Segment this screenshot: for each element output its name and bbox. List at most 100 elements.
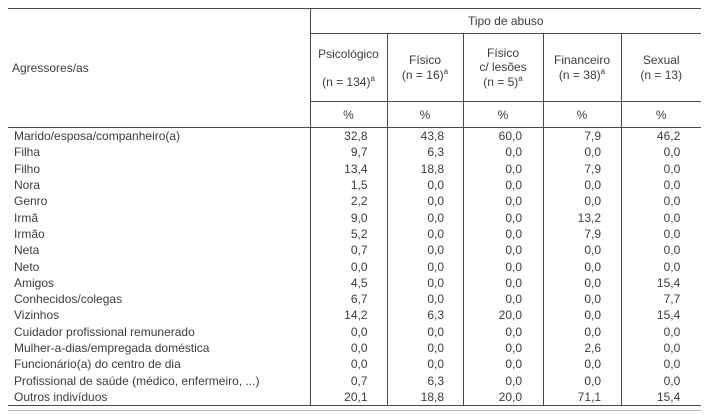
percent-value: 0,0 bbox=[663, 259, 681, 274]
row-label: Nora bbox=[14, 178, 41, 193]
value-cell: 0,0 bbox=[462, 323, 543, 340]
value-cell: 0,0 bbox=[620, 144, 702, 161]
row-label: Neta bbox=[14, 243, 40, 258]
percent-value: 0,0 bbox=[663, 210, 681, 225]
value-cell: 20,1 bbox=[309, 388, 387, 406]
percent-value: 0,0 bbox=[427, 243, 444, 258]
row-label: Filha bbox=[14, 145, 41, 160]
value-cell: 0,0 bbox=[386, 339, 463, 357]
value-cell: 4,5 bbox=[309, 274, 387, 291]
unit-label: % bbox=[309, 101, 387, 128]
row-label: Mulher-a-dias/empregada doméstica bbox=[14, 341, 210, 355]
percent-value: 0,0 bbox=[427, 341, 444, 355]
value-cell: 0,0 bbox=[542, 372, 621, 389]
value-cell: 0,0 bbox=[309, 356, 387, 373]
percent-value: 0,0 bbox=[663, 145, 681, 160]
percent-value: 6,3 bbox=[427, 308, 444, 323]
value-cell: 0,0 bbox=[386, 323, 463, 340]
value-cell: 0,0 bbox=[542, 144, 621, 161]
percent-value: 0,0 bbox=[663, 161, 681, 176]
percent-value: 71,1 bbox=[577, 389, 601, 404]
column-group-title: Tipo de abuso bbox=[309, 8, 702, 34]
column-n-count: (n = 38)a bbox=[558, 67, 606, 83]
row-label: Genro bbox=[14, 194, 48, 209]
value-cell: 46,2 bbox=[620, 127, 702, 145]
column-header: Físico c/ lesões (n = 5)a bbox=[462, 33, 543, 102]
table-row: Marido/esposa/companheiro(a) 32,8 43,8 60,0… bbox=[8, 127, 702, 145]
value-cell: 0,0 bbox=[542, 176, 621, 194]
percent-value: 0,0 bbox=[505, 145, 522, 160]
value-cell: 0,0 bbox=[462, 290, 543, 308]
table-row: Vizinhos 14,2 6,3 20,0 0,0 15,4 bbox=[8, 307, 702, 324]
percent-value: 0,0 bbox=[427, 226, 444, 241]
table-row: Filha 9,7 6,3 0,0 0,0 0,0 bbox=[8, 144, 702, 161]
value-cell: 0,0 bbox=[462, 144, 543, 161]
value-cell: 20,0 bbox=[462, 307, 543, 324]
value-cell: 0,0 bbox=[620, 242, 702, 259]
row-label: Irmão bbox=[14, 226, 45, 241]
percent-value: 9,7 bbox=[350, 145, 368, 160]
percent-value: 15,4 bbox=[656, 275, 681, 290]
value-cell: 9,7 bbox=[309, 144, 387, 161]
value-cell: 0,0 bbox=[462, 258, 543, 275]
percent-value: 46,2 bbox=[656, 129, 681, 144]
percent-value: 0,0 bbox=[427, 210, 444, 225]
table-row: Genro 2,2 0,0 0,0 0,0 0,0 bbox=[8, 193, 702, 210]
value-cell: 0,0 bbox=[462, 225, 543, 243]
percent-value: 0,0 bbox=[663, 226, 681, 241]
footnote-marker: a bbox=[370, 73, 375, 83]
percent-value: 0,0 bbox=[584, 275, 601, 290]
unit-label: % bbox=[620, 101, 702, 128]
table-row: Conhecidos/colegas 6,7 0,0 0,0 0,0 7,7 bbox=[8, 290, 702, 308]
percent-value: 0,0 bbox=[584, 145, 601, 160]
value-cell: 0,7 bbox=[309, 372, 387, 389]
value-cell: 15,4 bbox=[620, 307, 702, 324]
value-cell: 0,0 bbox=[542, 323, 621, 340]
row-label: Profissional de saúde (médico, enfermeir… bbox=[14, 373, 260, 388]
percent-value: 13,4 bbox=[344, 161, 368, 176]
percent-value: 0,0 bbox=[584, 308, 601, 323]
value-cell: 43,8 bbox=[386, 127, 463, 145]
percent-value: 0,0 bbox=[505, 373, 522, 388]
percent-value: 2,6 bbox=[584, 341, 601, 355]
row-label: Funcionário(a) do centro de dia bbox=[14, 357, 181, 372]
value-cell: 18,8 bbox=[386, 388, 463, 406]
percent-value: 0,0 bbox=[663, 243, 681, 258]
value-cell: 0,0 bbox=[620, 193, 702, 210]
row-header-title: Agressores/as bbox=[8, 8, 310, 128]
value-cell: 7,9 bbox=[542, 127, 621, 145]
value-cell: 15,4 bbox=[620, 388, 702, 406]
column-header: Psicológico (n = 134)a bbox=[309, 33, 387, 102]
value-cell: 0,7 bbox=[309, 242, 387, 259]
percent-value: 0,0 bbox=[584, 178, 601, 193]
value-cell: 0,0 bbox=[462, 372, 543, 389]
percent-value: 9,0 bbox=[350, 210, 368, 225]
value-cell: 0,0 bbox=[462, 274, 543, 291]
percent-value: 20,0 bbox=[498, 308, 522, 323]
percent-value: 14,2 bbox=[344, 308, 368, 323]
percent-value: 0,0 bbox=[350, 357, 368, 372]
table-row: Neta 0,7 0,0 0,0 0,0 0,0 bbox=[8, 242, 702, 259]
percent-value: 0,0 bbox=[427, 275, 444, 290]
value-cell: 0,0 bbox=[386, 209, 463, 226]
value-cell: 0,0 bbox=[620, 258, 702, 275]
percent-value: 0,0 bbox=[505, 210, 522, 225]
value-cell: 7,9 bbox=[542, 225, 621, 243]
value-cell: 0,0 bbox=[462, 160, 543, 177]
percent-value: 0,0 bbox=[350, 341, 368, 355]
percent-value: 7,7 bbox=[663, 292, 681, 307]
row-label: Outros indivíduos bbox=[14, 389, 108, 404]
table-row: Outros indivíduos 20,1 18,8 20,0 71,1 15,4 bbox=[8, 388, 702, 406]
percent-value: 0,0 bbox=[427, 259, 444, 274]
percent-value: 0,0 bbox=[505, 243, 522, 258]
percent-value: 0,0 bbox=[427, 292, 444, 307]
table-row: Filho 13,4 18,8 0,0 7,9 0,0 bbox=[8, 160, 702, 177]
percent-value: 0,0 bbox=[350, 259, 368, 274]
percent-value: 0,0 bbox=[505, 161, 522, 176]
column-n-count: (n = 13) bbox=[640, 68, 683, 82]
percent-value: 0,0 bbox=[663, 194, 681, 209]
percent-value: 43,8 bbox=[420, 129, 444, 144]
table-row: Mulher-a-dias/empregada doméstica 0,0 0,0 0… bbox=[8, 339, 702, 357]
column-name: Físico bbox=[408, 53, 441, 67]
